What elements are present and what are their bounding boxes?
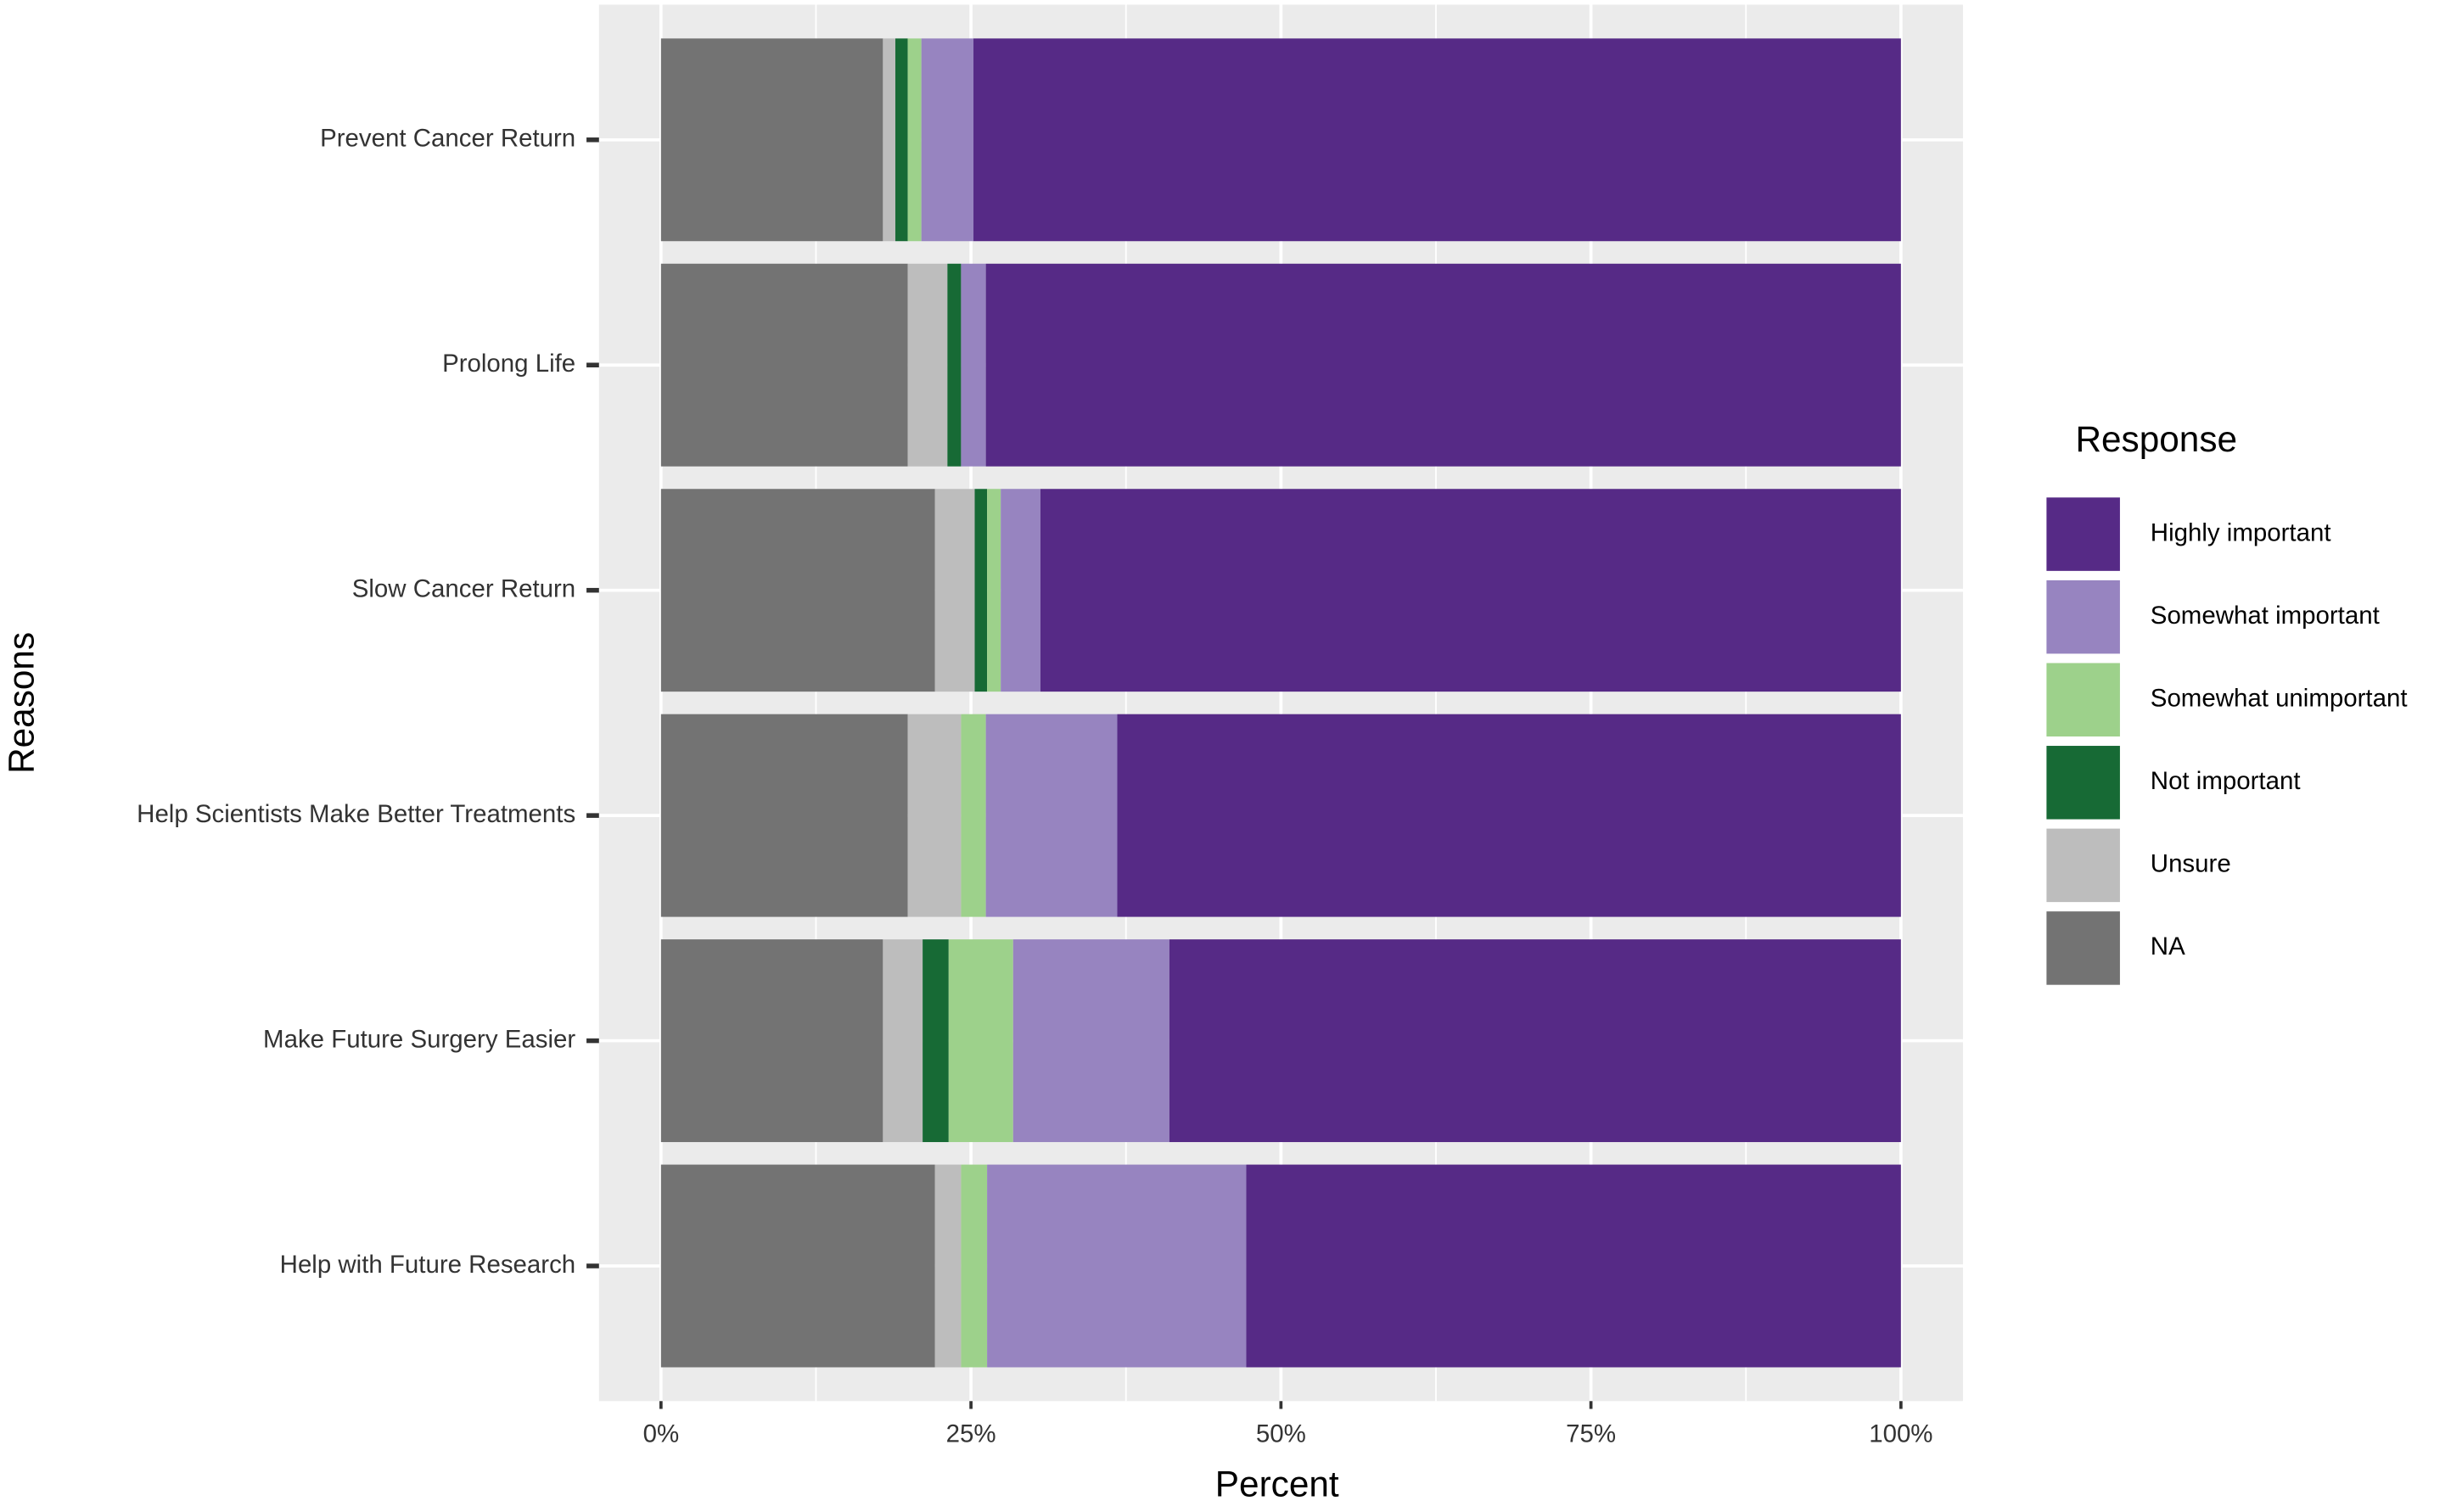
- legend-label: Unsure: [2151, 850, 2231, 878]
- bar-segment: [1169, 939, 1901, 1143]
- bar-segment: [660, 263, 908, 467]
- legend-key: [2044, 744, 2122, 821]
- legend-label: Highly important: [2151, 518, 2331, 546]
- legend-label: Somewhat unimportant: [2151, 685, 2408, 713]
- bar-segment: [985, 263, 1901, 467]
- legend-key: [2044, 496, 2122, 573]
- bar-segment: [934, 489, 975, 692]
- legend-key: [2044, 826, 2122, 904]
- legend-label: NA: [2151, 932, 2185, 960]
- bar-segment: [987, 1164, 1247, 1368]
- y-tick-label: Make Future Surgery Easier: [263, 1025, 575, 1053]
- bar-segment: [985, 714, 1118, 917]
- bar-segment: [1040, 489, 1901, 692]
- bar-segment: [974, 489, 988, 692]
- bar-segment: [923, 939, 949, 1143]
- bar-segment: [947, 263, 962, 467]
- bar-segment: [961, 1164, 988, 1368]
- bar-segment: [961, 263, 986, 467]
- bar-segment: [1246, 1164, 1901, 1368]
- bar-segment: [987, 489, 1001, 692]
- bar-segment: [907, 38, 922, 242]
- x-tick-label: 50%: [1256, 1420, 1306, 1448]
- bar-segment: [660, 1164, 935, 1368]
- bar-segment: [1117, 714, 1901, 917]
- x-tick-label: 75%: [1566, 1420, 1616, 1448]
- y-tick-label: Prolong Life: [442, 350, 575, 378]
- bar-segment: [883, 38, 895, 242]
- bar-segment: [973, 38, 1901, 242]
- legend-title: Response: [2075, 419, 2237, 459]
- x-tick-label: 25%: [946, 1420, 996, 1448]
- legend-label: Somewhat important: [2151, 602, 2380, 630]
- bar-segment: [895, 38, 908, 242]
- bar-segment: [921, 38, 974, 242]
- x-tick-label: 100%: [1869, 1420, 1932, 1448]
- bar-segment: [660, 939, 883, 1143]
- bar-segment: [961, 714, 986, 917]
- legend-key: [2044, 910, 2122, 987]
- y-tick-label: Help Scientists Make Better Treatments: [137, 800, 575, 828]
- legend-label: Not important: [2151, 767, 2301, 795]
- x-tick-label: 0%: [643, 1420, 680, 1448]
- bar-segment: [1012, 939, 1169, 1143]
- y-tick-label: Slow Cancer Return: [352, 574, 575, 602]
- bar-segment: [883, 939, 923, 1143]
- y-axis-title: Reasons: [2, 632, 42, 774]
- legend-key: [2044, 579, 2122, 656]
- bar-segment: [1001, 489, 1040, 692]
- x-axis-title: Percent: [1215, 1464, 1339, 1504]
- bar-segment: [907, 263, 948, 467]
- bar-segment: [907, 714, 962, 917]
- bar-segment: [660, 38, 883, 242]
- bar-segment: [660, 714, 908, 917]
- bar-segment: [934, 1164, 962, 1368]
- bar-segment: [948, 939, 1013, 1143]
- y-tick-label: Help with Future Research: [280, 1251, 575, 1279]
- y-tick-label: Prevent Cancer Return: [320, 125, 575, 153]
- bar-segment: [660, 489, 935, 692]
- legend-key: [2044, 661, 2122, 738]
